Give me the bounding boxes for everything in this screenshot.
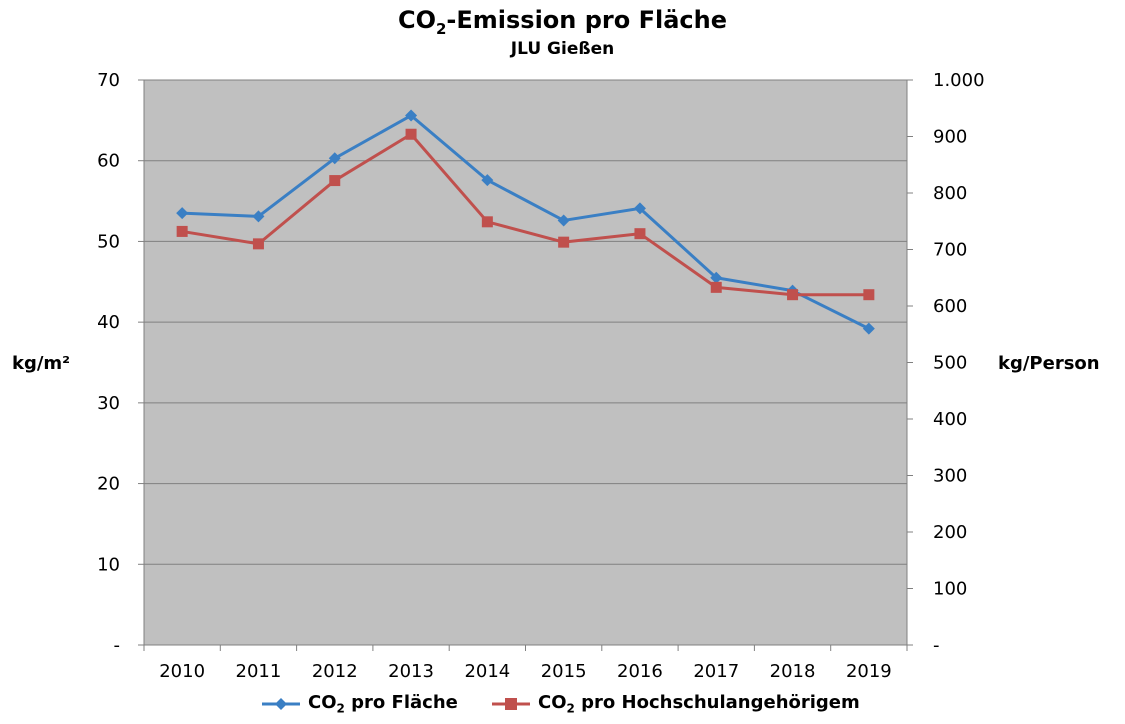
y-right-tick-label: 800 xyxy=(933,183,967,204)
data-point-diamond xyxy=(862,322,875,335)
y-left-tick-label: 50 xyxy=(97,231,120,252)
y-right-tick-label: 500 xyxy=(933,353,967,374)
y-right-tick-label: 900 xyxy=(933,127,967,148)
y-right-tick-label: 600 xyxy=(933,296,967,317)
data-point-square xyxy=(176,225,188,237)
legend-label-flaeche: CO2 pro Fläche xyxy=(308,692,458,716)
x-tick-label: 2010 xyxy=(159,661,205,682)
y-left-tick-label: 40 xyxy=(97,312,120,333)
y-left-tick-label: 30 xyxy=(97,393,120,414)
plot-area xyxy=(143,79,908,646)
legend-label-hochschul: CO2 pro Hochschulangehörigem xyxy=(538,692,860,716)
y-right-tick-label: 400 xyxy=(933,409,967,430)
data-point-diamond xyxy=(557,214,570,227)
legend-item-hochschul: CO2 pro Hochschulangehörigem xyxy=(492,692,860,716)
data-point-square xyxy=(558,236,570,248)
chart-subtitle: JLU Gießen xyxy=(510,39,615,59)
line-chart: - 10 20 30 40 50 60 70 - 100 200 300 400 500 600 700 800… xyxy=(97,70,985,682)
x-tick-label: 2014 xyxy=(464,661,510,682)
series-line-1 xyxy=(182,114,870,330)
y-right-tick-label: - xyxy=(933,635,940,656)
data-point-square xyxy=(787,289,799,301)
y-left-tick-label: 20 xyxy=(97,474,120,495)
legend-marker-square xyxy=(492,697,530,710)
y-right-tick-label: 300 xyxy=(933,466,967,487)
data-point-diamond xyxy=(252,210,265,223)
y-left-tick-label: - xyxy=(114,635,121,656)
x-tick-label: 2012 xyxy=(312,661,358,682)
data-point-diamond xyxy=(633,202,646,215)
data-point-square xyxy=(481,216,493,228)
y-left-tick-label: 10 xyxy=(97,554,120,575)
data-point-square xyxy=(252,238,264,250)
data-point-square xyxy=(329,175,341,187)
data-point-square xyxy=(405,128,417,140)
data-point-diamond xyxy=(481,174,494,187)
y-right-tick-label: 100 xyxy=(933,579,967,600)
x-tick-label: 2019 xyxy=(846,661,892,682)
x-tick-label: 2018 xyxy=(770,661,816,682)
y-right-tick-label: 700 xyxy=(933,240,967,261)
chart-title: CO2-Emission pro Fläche xyxy=(397,6,728,38)
x-tick-label: 2013 xyxy=(388,661,434,682)
x-tick-label: 2016 xyxy=(617,661,663,682)
legend-item-flaeche: CO2 pro Fläche xyxy=(262,692,458,716)
x-tick-label: 2011 xyxy=(236,661,282,682)
x-tick-label: 2015 xyxy=(541,661,587,682)
data-point-square xyxy=(710,281,722,293)
data-point-diamond xyxy=(176,207,189,220)
data-point-diamond xyxy=(405,109,418,122)
y-right-tick-label: 1.000 xyxy=(933,70,985,91)
y-left-tick-label: 60 xyxy=(97,151,120,172)
data-point-diamond xyxy=(710,271,723,284)
data-point-diamond xyxy=(328,152,341,165)
data-point-square xyxy=(863,289,875,301)
y-left-tick-label: 70 xyxy=(97,70,120,91)
y-axis-left-label: kg/m² xyxy=(12,353,71,374)
y-axis-right-label: kg/Person xyxy=(998,353,1100,374)
y-right-tick-label: 200 xyxy=(933,522,967,543)
legend-marker-diamond xyxy=(262,697,300,710)
data-point-square xyxy=(634,228,646,240)
legend: CO2 pro Fläche CO2 pro Hochschulangehöri… xyxy=(0,692,1125,718)
x-tick-label: 2017 xyxy=(693,661,739,682)
series-line-2 xyxy=(181,132,869,297)
